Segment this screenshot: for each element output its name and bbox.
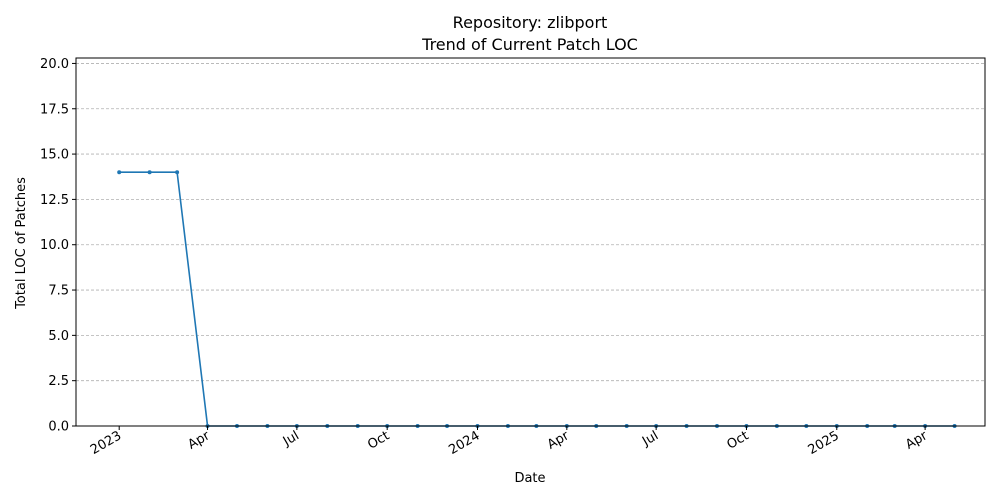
x-tick-label: Apr bbox=[903, 428, 931, 453]
x-tick-label: Oct bbox=[365, 428, 392, 452]
y-tick-label: 2.5 bbox=[48, 374, 69, 389]
grid-lines bbox=[76, 63, 985, 427]
data-point bbox=[147, 170, 152, 175]
series-line bbox=[119, 171, 955, 427]
x-tick-label: Oct bbox=[724, 428, 751, 452]
y-tick-label: 5.0 bbox=[48, 329, 69, 344]
y-tick-label: 20.0 bbox=[40, 57, 69, 72]
y-tick-label: 12.5 bbox=[40, 193, 69, 208]
data-point bbox=[175, 170, 180, 175]
x-axis: 2023 Apr Jul Oct 2024 Apr Jul Oct 2025 Apr bbox=[88, 426, 931, 458]
y-axis-label: Total LOC of Patches bbox=[14, 177, 29, 310]
x-tick-label: 2024 bbox=[446, 428, 482, 458]
y-tick-label: 10.0 bbox=[40, 238, 69, 253]
chart-subtitle: Trend of Current Patch LOC bbox=[421, 35, 638, 54]
x-tick-label: Jul bbox=[639, 428, 661, 449]
plot-frame bbox=[75, 57, 986, 427]
x-tick-label: 2025 bbox=[806, 428, 842, 458]
y-axis: 0.0 2.5 5.0 7.5 10.0 12.5 15.0 17.5 20.0 bbox=[40, 57, 76, 435]
y-tick-label: 15.0 bbox=[40, 148, 69, 163]
x-axis-label: Date bbox=[514, 471, 545, 486]
y-tick-label: 17.5 bbox=[40, 102, 69, 117]
data-point bbox=[117, 170, 122, 175]
x-tick-label: Apr bbox=[186, 428, 214, 453]
y-tick-label: 7.5 bbox=[48, 284, 69, 299]
plot-area bbox=[117, 170, 957, 428]
x-tick-label: 2023 bbox=[88, 428, 124, 458]
chart-title: Repository: zlibport bbox=[453, 13, 608, 32]
x-tick-label: Apr bbox=[545, 428, 573, 453]
x-tick-label: Jul bbox=[280, 428, 302, 449]
y-tick-label: 0.0 bbox=[48, 420, 69, 435]
